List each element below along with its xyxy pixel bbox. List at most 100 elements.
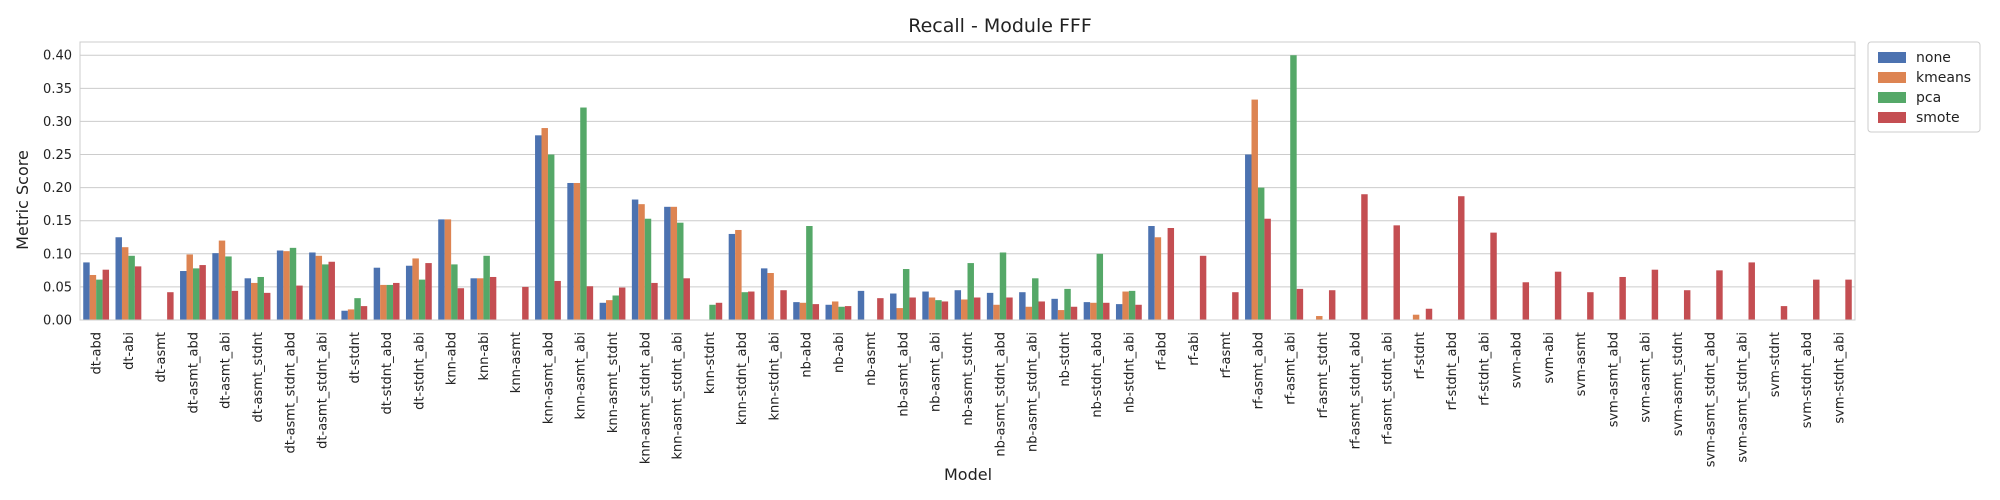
x-tick-label: dt-abi [122, 332, 137, 370]
bar-smote [296, 285, 303, 320]
x-axis-ticks: dt-abd dt-abi dt-asmt dt-asmt_abd dt-asmt_ab… [90, 332, 1848, 467]
y-tick-label: 0.10 [43, 247, 72, 262]
bar-none [954, 290, 962, 320]
bar-none [631, 199, 639, 320]
bar-kmeans [1412, 314, 1420, 320]
x-tick-label: knn-abi [477, 332, 492, 381]
bar-none [857, 290, 865, 320]
bar-smote [199, 265, 206, 320]
x-tick-label: dt-stdnt [348, 332, 363, 384]
bar-pca [677, 222, 684, 320]
x-tick-label: nb-asmt_abi [929, 332, 944, 412]
bar-pca [1096, 253, 1104, 320]
legend-swatch-none [1878, 52, 1906, 63]
x-tick-label: knn-asmt [509, 332, 524, 393]
bar-none [664, 206, 671, 320]
bar-smote [1748, 262, 1755, 320]
bar-none [244, 278, 252, 320]
bar-none [212, 253, 219, 320]
bar-smote [1328, 290, 1336, 320]
bar-pca [322, 264, 329, 320]
bar-kmeans [541, 128, 548, 320]
bar-smote [812, 304, 820, 320]
x-tick-label: rf-stdnt [1413, 332, 1428, 379]
bar-smote [618, 287, 626, 320]
bar-none [1051, 298, 1058, 320]
bar-kmeans [1122, 291, 1129, 320]
x-tick-label: dt-abd [90, 332, 105, 375]
x-tick-label: svm-asmt_abd [1606, 332, 1621, 427]
bar-smote [586, 286, 594, 320]
x-tick-label: rf-stdnt_abi [1477, 332, 1492, 406]
x-tick-label: dt-asmt_stdnt_abi [316, 332, 331, 449]
bar-smote [1070, 306, 1078, 320]
x-tick-label: rf-abi [1187, 332, 1202, 366]
bar-smote [1651, 269, 1659, 320]
x-tick-label: rf-stdnt_abd [1445, 332, 1460, 410]
bar-none [438, 219, 445, 320]
legend-swatch-pca [1878, 92, 1906, 103]
bar-none [309, 252, 316, 320]
bar-none [1115, 304, 1123, 320]
bar-kmeans [476, 278, 484, 320]
bar-kmeans [444, 219, 452, 320]
x-tick-label: dt-asmt_stdnt [251, 332, 266, 423]
bar-smote [651, 282, 658, 320]
x-tick-label: knn-asmt_stdnt_abi [671, 332, 686, 460]
bar-pca [709, 304, 716, 320]
bar-pca [999, 252, 1007, 320]
bar-none [470, 278, 477, 320]
x-tick-label: knn-stdnt_abd [735, 332, 750, 425]
bar-smote [909, 297, 916, 320]
legend-box [1867, 41, 1981, 133]
bar-smote [1232, 292, 1239, 320]
x-tick-label: knn-stdnt [703, 332, 718, 394]
y-tick-label: 0.35 [43, 82, 72, 97]
x-tick-label: dt-asmt_abi [219, 332, 234, 409]
bar-kmeans [89, 274, 97, 320]
legend-swatch-kmeans [1878, 72, 1906, 83]
x-tick-label: nb-asmt_abd [896, 332, 911, 417]
x-tick-label: knn-abd [445, 332, 460, 385]
bar-pca [902, 269, 910, 320]
x-tick-label: rf-asmt_stdnt [1316, 332, 1331, 418]
bar-pca [483, 255, 490, 320]
x-tick-label: svm-abi [1542, 332, 1557, 384]
bar-kmeans [121, 247, 129, 320]
bar-none [535, 135, 542, 320]
bar-none [1148, 226, 1155, 320]
bar-smote [844, 306, 852, 320]
bar-smote [748, 291, 755, 320]
bar-pca [225, 256, 232, 320]
x-tick-label: knn-asmt_abi [574, 332, 589, 420]
bar-smote [1554, 271, 1562, 320]
bar-pca [580, 107, 587, 321]
x-tick-label: dt-asmt_abd [186, 332, 201, 414]
bar-smote [1103, 302, 1110, 320]
bar-pca [96, 279, 103, 320]
bar-smote [134, 266, 142, 320]
bar-none [1019, 292, 1026, 320]
bar-smote [1167, 227, 1175, 320]
bar-kmeans [283, 251, 290, 320]
bar-kmeans [1316, 316, 1323, 320]
bar-smote [941, 301, 949, 320]
bar-smote [1458, 196, 1465, 320]
bar-none [760, 268, 768, 320]
bar-none [276, 250, 284, 320]
bar-none [793, 302, 800, 320]
bar-smote [554, 280, 561, 320]
x-tick-label: svm-stdnt_abd [1800, 332, 1815, 428]
bar-none [1083, 302, 1091, 320]
bar-pca [1064, 288, 1071, 320]
bar-kmeans [412, 258, 419, 320]
x-tick-label: knn-asmt_stdnt [606, 332, 621, 433]
legend-label-pca: pca [1916, 90, 1941, 106]
bar-smote [1006, 297, 1013, 320]
x-tick-label: knn-asmt_stdnt_abd [638, 332, 653, 464]
bar-pca [935, 300, 942, 320]
bar-pca [644, 218, 652, 320]
bar-kmeans [670, 206, 678, 320]
